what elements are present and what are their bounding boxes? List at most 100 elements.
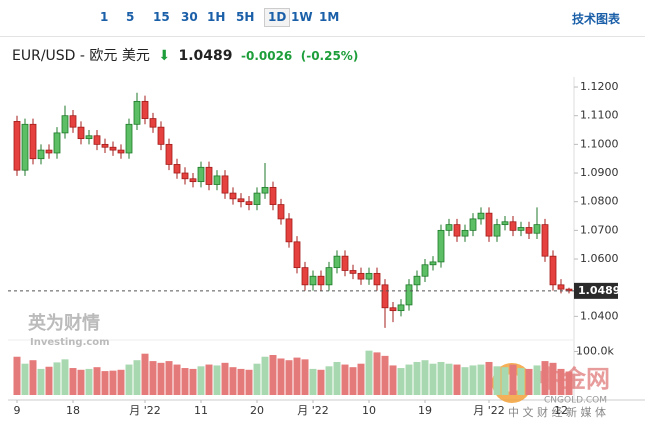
candle-body (221, 175, 229, 194)
candle-body (405, 284, 413, 306)
candle-body (69, 115, 77, 128)
candle-body (269, 186, 277, 205)
candle-body (141, 100, 149, 119)
toolbar-button[interactable]: 30 (181, 10, 198, 24)
candle-body (85, 135, 93, 140)
x-tick-label: 18 (66, 404, 80, 417)
volume-bar (141, 353, 149, 395)
volume-bar (421, 360, 429, 395)
x-tick-label: 月 '22 (297, 404, 329, 417)
volume-bar (453, 364, 461, 395)
volume-bar (21, 363, 29, 395)
volume-bar (309, 368, 317, 395)
volume-bar (45, 366, 53, 395)
x-tick-label: 月 '22 (473, 404, 505, 417)
volume-bar (509, 364, 517, 395)
volume-bar (277, 358, 285, 395)
candle-body (333, 255, 341, 269)
x-tick-label: 10 (362, 404, 376, 417)
toolbar-button[interactable]: 1 (100, 10, 109, 24)
candle-body (197, 166, 205, 183)
candle-body (485, 212, 493, 237)
candle-body (541, 224, 549, 257)
candle-body (189, 178, 197, 183)
volume-bar (149, 361, 157, 395)
candle-body (285, 218, 293, 243)
candle-body (29, 123, 37, 160)
volume-bar (269, 355, 277, 395)
toolbar-button[interactable]: 1M (319, 10, 340, 24)
candle-body (525, 227, 533, 234)
volume-bar (77, 369, 85, 395)
y-tick-label: 1.0600 (580, 252, 619, 265)
candle-body (125, 123, 133, 154)
volume-bar (229, 367, 237, 395)
y-tick-label: 1.0400 (580, 309, 619, 322)
x-tick-label: 9 (14, 404, 21, 417)
volume-bar (405, 364, 413, 395)
volume-bar (349, 367, 357, 395)
candle-body (365, 272, 373, 280)
watermark: 中金网 (538, 365, 610, 393)
candle-body (517, 227, 525, 231)
toolbar: 1 5 15 30 1H 5H 1D 1W 1M 技术图表 (0, 0, 645, 37)
candle-body (533, 224, 541, 234)
candle-body (37, 149, 45, 160)
volume-bar (61, 359, 69, 395)
candle-body (293, 241, 301, 269)
candle-body (53, 132, 61, 154)
watermark: Investing.com (30, 337, 110, 348)
y-tick-label: 1.1200 (580, 80, 619, 93)
volume-bar (165, 361, 173, 395)
y-tick-label: 1.0800 (580, 195, 619, 208)
volume-bar (261, 356, 269, 395)
toolbar-button[interactable]: 1W (291, 10, 313, 24)
x-tick-label: 11 (194, 404, 208, 417)
candle-body (309, 275, 317, 286)
volume-bar (445, 363, 453, 395)
volume-bar (397, 368, 405, 395)
x-tick-label: 20 (250, 404, 264, 417)
toolbar-button[interactable]: 技术图表 (572, 12, 621, 26)
candle-body (421, 264, 429, 277)
volume-bar (117, 369, 125, 395)
volume-bar (341, 364, 349, 395)
toolbar-button[interactable]: 5 (126, 10, 135, 24)
volume-bar (285, 360, 293, 395)
last-price-label: 1.0489 (578, 284, 620, 297)
toolbar-button[interactable]: 1H (207, 10, 226, 24)
toolbar-button[interactable]: 15 (153, 10, 170, 24)
candle-body (245, 201, 253, 205)
candle-body (397, 304, 405, 312)
volume-bar (245, 369, 253, 395)
volume-bar (493, 366, 501, 395)
volume-bar (477, 364, 485, 395)
candle-body (13, 121, 21, 171)
volume-bar (317, 369, 325, 395)
candle-body (261, 186, 269, 194)
candle-body (325, 267, 333, 286)
volume-bar (501, 367, 509, 395)
candle-body (381, 284, 389, 309)
volume-bar (173, 364, 181, 395)
volume-bar (253, 363, 261, 395)
candle-body (437, 229, 445, 263)
candle-body (453, 224, 461, 237)
volume-bar (373, 352, 381, 395)
volume-bar (221, 362, 229, 395)
candle-body (149, 118, 157, 128)
candle-body (229, 192, 237, 200)
candle-body (157, 126, 165, 145)
volume-bar (197, 366, 205, 395)
y-tick-label: 1.0900 (580, 166, 619, 179)
toolbar-button[interactable]: 5H (236, 10, 255, 24)
toolbar-button[interactable]: 1D (264, 8, 291, 27)
candle-body (109, 146, 117, 151)
down-arrow: ⬇ (158, 48, 171, 64)
watermark: CNGOLD.COM (544, 396, 607, 406)
candle-body (213, 175, 221, 185)
y-tick-label: 1.1100 (580, 109, 619, 122)
x-tick-label: 12 (554, 404, 568, 417)
candle-body (429, 261, 437, 266)
candle-body (237, 198, 245, 203)
